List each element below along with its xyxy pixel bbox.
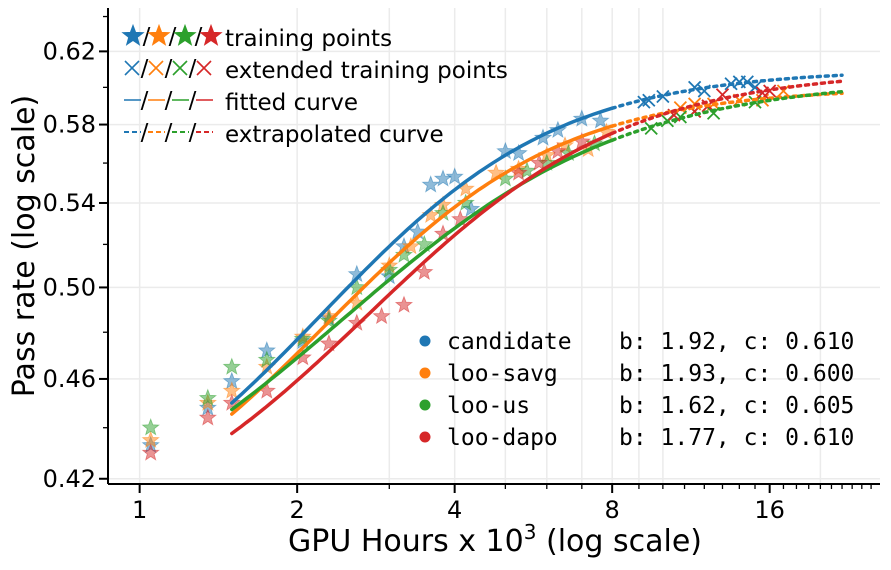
loo-dapo-training-point — [319, 334, 339, 352]
star-legend-marker — [147, 23, 171, 46]
legend-separator: / — [165, 56, 173, 82]
loo-savg-extrapolated-curve — [610, 91, 844, 128]
candidate-fitted-curve — [230, 106, 614, 405]
loo-dapo-legend-params: b: 1.77, c: 0.610 — [619, 425, 854, 451]
x-tick-label: 8 — [605, 496, 620, 524]
candidate-legend-dot — [419, 335, 431, 347]
star-legend-marker — [121, 23, 145, 46]
candidate-training-point — [421, 175, 440, 193]
candidate-training-point — [445, 167, 464, 185]
loo-us-training-point — [141, 418, 160, 436]
x-tick-label: 16 — [754, 496, 785, 524]
loo-dapo-training-point — [141, 443, 160, 461]
loo-dapo-training-point — [372, 306, 391, 325]
loo-us-training-point — [293, 329, 312, 347]
y-tick-label: 0.46 — [43, 365, 96, 393]
grid — [108, 8, 880, 484]
loo-us-legend-name: loo-us — [447, 393, 530, 419]
params-legend: candidate b: 1.92, c: 0.610 loo-savg b: 1.9… — [419, 329, 854, 451]
x-legend-marker — [196, 60, 212, 76]
x-legend-marker — [172, 60, 188, 76]
legend-separator: / — [165, 120, 173, 146]
y-tick-label: 0.58 — [43, 111, 96, 139]
x-tick-label: 2 — [290, 496, 305, 524]
legend-separator: / — [169, 24, 177, 50]
plot-area — [141, 73, 844, 461]
legend-separator: / — [141, 120, 149, 146]
y-tick-label: 0.42 — [43, 465, 96, 493]
candidate-legend-name: candidate — [447, 329, 572, 355]
loo-savg-legend-params: b: 1.93, c: 0.600 — [619, 361, 854, 387]
star-legend-marker — [173, 23, 197, 46]
legend-label: extended training points — [225, 58, 508, 84]
legend-label: training points — [225, 26, 392, 52]
loo-us-training-point — [257, 350, 276, 368]
loo-us-legend-params: b: 1.62, c: 0.605 — [619, 393, 854, 419]
candidate-legend-params: b: 1.92, c: 0.610 — [619, 329, 854, 355]
y-tick-label: 0.54 — [43, 189, 96, 217]
loo-dapo-extrapolated-curve — [610, 79, 844, 136]
loo-us-training-point — [415, 234, 434, 253]
loo-us-training-point — [198, 388, 217, 407]
x-tick-label: 4 — [447, 496, 462, 524]
loo-us-fitted-curve — [230, 138, 614, 412]
loo-us-extended-point — [706, 106, 721, 120]
loo-dapo-training-point — [529, 153, 549, 171]
loo-us-extrapolated-curve — [610, 89, 844, 142]
legend-separator: / — [195, 24, 203, 50]
y-axis-label: Pass rate (log scale) — [7, 95, 42, 397]
loo-dapo-training-point — [198, 408, 217, 426]
loo-dapo-legend-name: loo-dapo — [447, 425, 558, 451]
legend-separator: / — [189, 56, 197, 82]
legend-separator: / — [165, 88, 173, 114]
legend-separator: / — [141, 88, 149, 114]
loo-us-training-point — [222, 357, 241, 375]
loo-savg-legend-dot — [419, 367, 431, 379]
legend-separator: / — [189, 88, 197, 114]
x-legend-marker — [124, 60, 140, 76]
loo-us-training-point — [456, 193, 475, 211]
ticks: 1 2 4 8 16 0.42 0.46 0.50 0.54 0.58 0.62 — [43, 15, 872, 524]
candidate-training-point — [533, 128, 553, 146]
x-tick-label: 1 — [132, 496, 147, 524]
y-tick-label: 0.62 — [43, 37, 96, 65]
candidate-training-point — [591, 111, 610, 129]
legend-separator: / — [143, 24, 151, 50]
x-axis-label: GPU Hours x 103 (log scale) — [288, 520, 702, 559]
legend-label: fitted curve — [225, 90, 358, 116]
star-legend-marker — [199, 23, 223, 46]
x-legend-marker — [148, 60, 164, 76]
loo-dapo-fitted-curve — [230, 131, 614, 436]
loo-savg-training-point — [401, 236, 421, 255]
loo-us-legend-dot — [419, 399, 431, 411]
y-tick-label: 0.50 — [43, 273, 96, 301]
legend-separator: / — [141, 56, 149, 82]
loo-us-training-point — [394, 245, 414, 263]
loo-savg-legend-name: loo-savg — [447, 361, 558, 387]
legend-separator: / — [189, 120, 197, 146]
candidate-extrapolated-curve — [610, 73, 844, 110]
loo-savg-fitted-curve — [230, 124, 614, 416]
legend-label: extrapolated curve — [225, 122, 444, 148]
loo-dapo-training-point — [394, 295, 414, 313]
loo-dapo-legend-dot — [419, 431, 431, 443]
legend: / / / training points / / / extended training p… — [121, 23, 508, 148]
